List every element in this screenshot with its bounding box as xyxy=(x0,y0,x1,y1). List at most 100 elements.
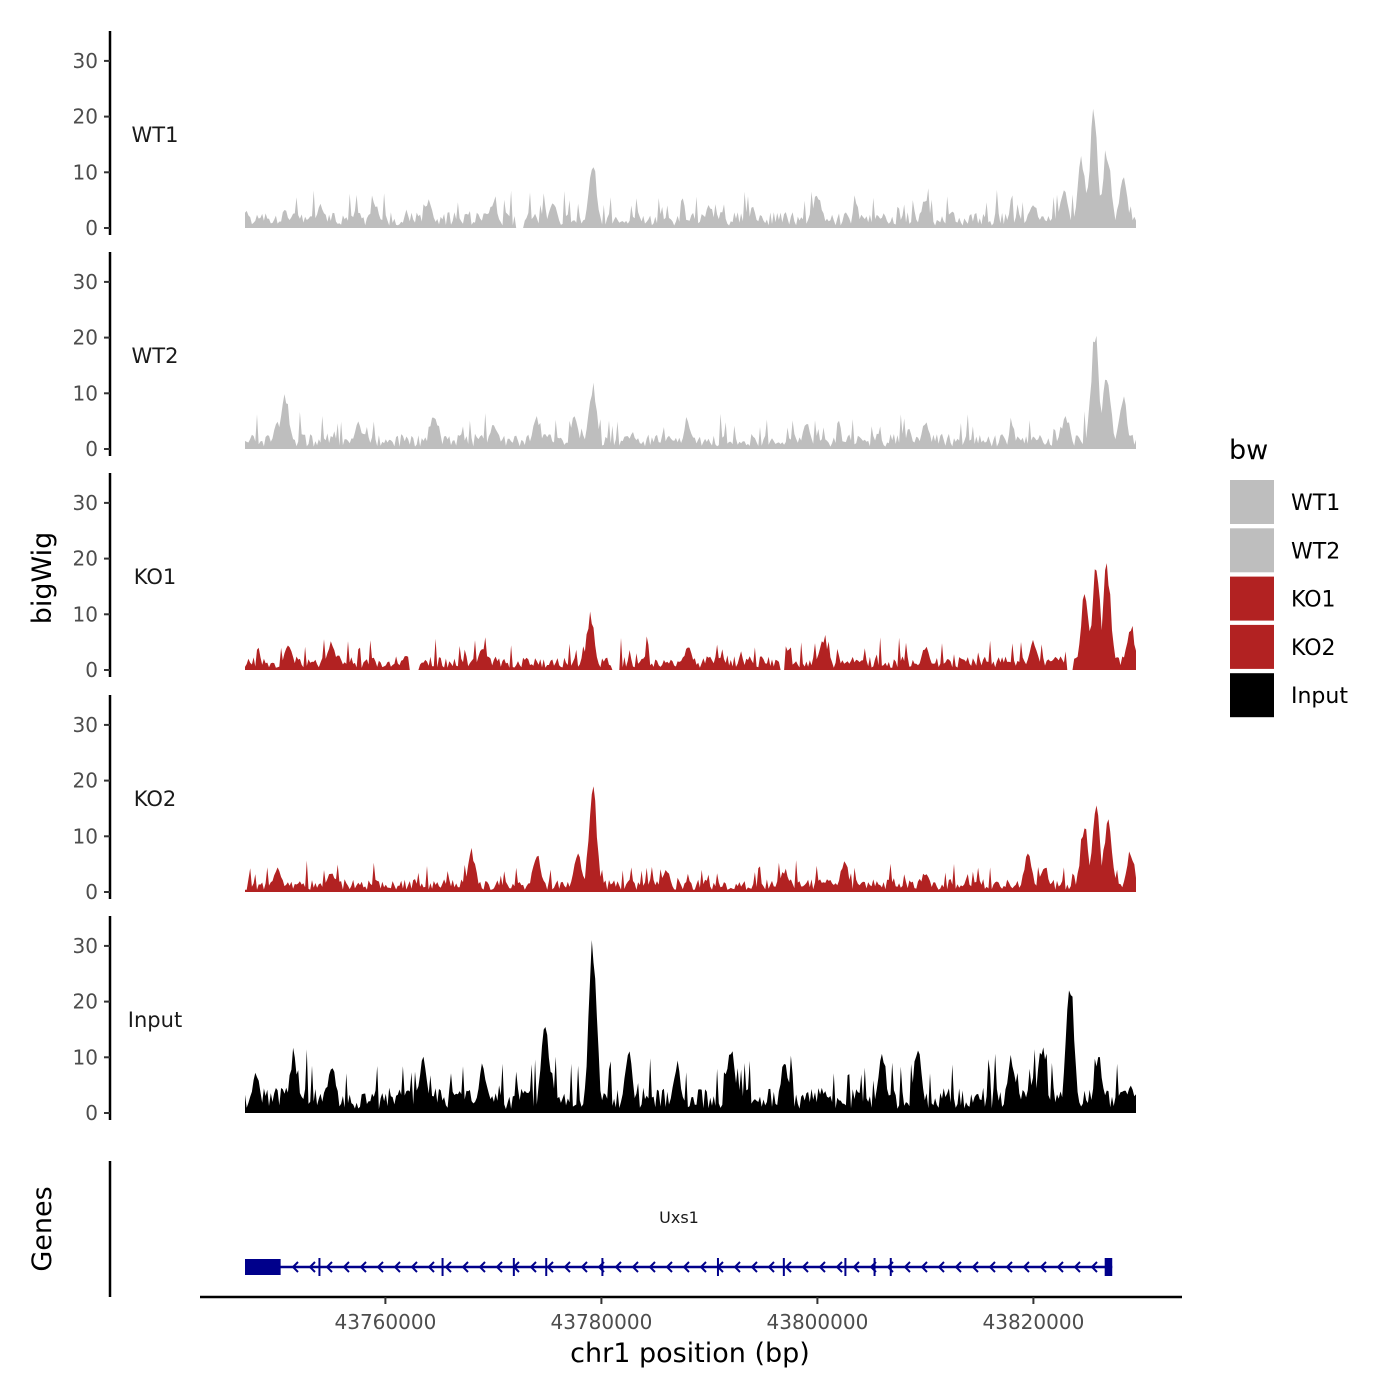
strand-arrow xyxy=(563,1261,571,1273)
strand-arrow xyxy=(903,1261,911,1273)
strand-arrow xyxy=(359,1261,367,1273)
strand-arrow xyxy=(342,1261,350,1273)
y-tick-label: 10 xyxy=(73,824,98,848)
x-axis-title: chr1 position (bp) xyxy=(570,1338,810,1369)
strand-arrow xyxy=(427,1261,435,1273)
coverage-area-wt1 xyxy=(245,108,1136,228)
strand-arrow xyxy=(1090,1261,1098,1273)
y-tick-label: 20 xyxy=(73,769,98,793)
strand-arrow xyxy=(478,1261,486,1273)
legend-item-ko1: KO1 xyxy=(1230,576,1336,621)
x-tick-label: 43820000 xyxy=(983,1310,1085,1334)
strand-arrow xyxy=(682,1261,690,1273)
strand-arrow xyxy=(750,1261,758,1273)
legend-swatch xyxy=(1230,624,1274,669)
track-wt2: 0 10 20 30 WT2 xyxy=(73,252,1136,461)
strand-arrow xyxy=(1073,1261,1081,1273)
strand-arrow xyxy=(665,1261,673,1273)
legend-swatch xyxy=(1230,528,1274,573)
legend-item-ko2: KO2 xyxy=(1230,624,1336,669)
y-tick-label: 30 xyxy=(73,270,98,294)
strand-arrow xyxy=(529,1261,537,1273)
strand-arrow xyxy=(852,1261,860,1273)
strand-arrow xyxy=(954,1261,962,1273)
strand-arrow xyxy=(988,1261,996,1273)
track-wt1: 0 10 20 30 WT1 xyxy=(73,31,1136,240)
gene-exon xyxy=(873,1258,876,1276)
legend: bw WT1 WT2 KO1 KO2 Input xyxy=(1229,435,1348,718)
strand-arrow xyxy=(495,1261,503,1273)
y-tick-label: 20 xyxy=(73,326,98,350)
x-tick-label: 43800000 xyxy=(767,1310,869,1334)
strand-arrow xyxy=(648,1261,656,1273)
strand-arrow xyxy=(580,1261,588,1273)
y-tick-label: 10 xyxy=(73,160,98,184)
legend-label: WT2 xyxy=(1291,539,1340,564)
track-label: Input xyxy=(128,1008,182,1032)
strand-arrow xyxy=(410,1261,418,1273)
gene-exon xyxy=(245,1259,281,1275)
strand-arrow xyxy=(937,1261,945,1273)
strand-arrow xyxy=(699,1261,707,1273)
legend-item-input: Input xyxy=(1230,673,1348,718)
track-label: KO1 xyxy=(134,565,177,589)
strand-arrow xyxy=(767,1261,775,1273)
strand-arrow xyxy=(444,1261,452,1273)
y-tick-label: 10 xyxy=(73,602,98,626)
coverage-area-ko1 xyxy=(245,563,1136,670)
genes-axis-title: Genes xyxy=(27,1186,58,1271)
strand-arrow xyxy=(614,1261,622,1273)
gene-exon xyxy=(889,1258,892,1276)
gene-exon xyxy=(512,1258,515,1276)
y-tick-label: 30 xyxy=(73,934,98,958)
y-tick-label: 10 xyxy=(73,381,98,405)
x-tick-label: 43780000 xyxy=(551,1310,653,1334)
legend-title: bw xyxy=(1229,435,1268,466)
y-tick-label: 0 xyxy=(85,437,98,461)
legend-label: KO2 xyxy=(1291,636,1336,661)
strand-arrow xyxy=(971,1261,979,1273)
track-label: WT2 xyxy=(132,344,179,368)
gene-track: Uxs1 xyxy=(108,1161,1113,1297)
strand-arrow xyxy=(733,1261,741,1273)
track-label: WT1 xyxy=(132,123,179,147)
legend-swatch xyxy=(1230,480,1274,524)
coverage-area-ko2 xyxy=(245,786,1136,892)
gene-exon xyxy=(782,1258,785,1276)
strand-arrow xyxy=(801,1261,809,1273)
coverage-tracks: 0 10 20 30 WT1 0 10 20 30 WT2 0 10 20 30 KO1 0 10 20 30 KO2… xyxy=(73,31,1136,1125)
track-input: 0 10 20 30 Input xyxy=(73,916,1136,1125)
strand-arrow xyxy=(784,1261,792,1273)
legend-item-wt2: WT2 xyxy=(1230,528,1340,573)
y-tick-label: 0 xyxy=(85,880,98,904)
strand-arrow xyxy=(631,1261,639,1273)
y-tick-label: 20 xyxy=(73,105,98,129)
gene-exon xyxy=(318,1258,321,1276)
y-tick-label: 20 xyxy=(73,990,98,1014)
strand-arrow xyxy=(1056,1261,1064,1273)
legend-item-wt1: WT1 xyxy=(1230,480,1340,524)
strand-arrow xyxy=(325,1261,333,1273)
strand-arrow xyxy=(376,1261,384,1273)
strand-arrow xyxy=(1039,1261,1047,1273)
x-axis: 43760000 43780000 43800000 43820000 xyxy=(200,1295,1182,1334)
y-tick-label: 20 xyxy=(73,547,98,571)
coverage-area-input xyxy=(245,940,1136,1113)
y-tick-label: 0 xyxy=(85,658,98,682)
gene-exon xyxy=(545,1258,548,1276)
strand-arrow xyxy=(1005,1261,1013,1273)
gene-exon xyxy=(1104,1258,1113,1276)
gene-exon xyxy=(601,1258,604,1276)
gene-exon xyxy=(441,1258,444,1276)
y-axis-title: bigWig xyxy=(27,532,58,625)
legend-label: WT1 xyxy=(1291,491,1340,516)
gene-name-label: Uxs1 xyxy=(659,1208,699,1227)
track-label: KO2 xyxy=(134,787,177,811)
x-tick-label: 43760000 xyxy=(335,1310,437,1334)
legend-swatch xyxy=(1230,673,1274,718)
strand-arrow xyxy=(308,1261,316,1273)
track-ko1: 0 10 20 30 KO1 xyxy=(73,473,1136,682)
y-tick-label: 30 xyxy=(73,491,98,515)
strand-arrow xyxy=(920,1261,928,1273)
strand-arrow xyxy=(835,1261,843,1273)
